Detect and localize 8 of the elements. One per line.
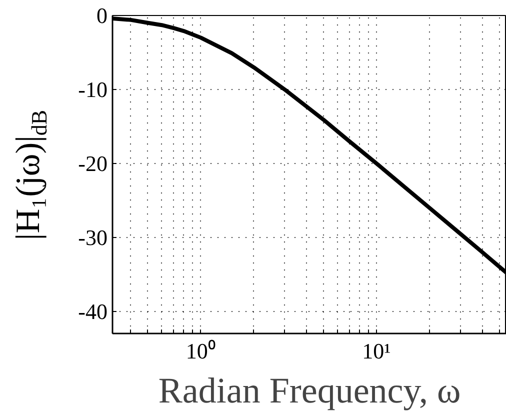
x-axis-title: Radian Frequency, ω bbox=[158, 370, 461, 410]
y-tick-label: -20 bbox=[78, 150, 108, 176]
y-tick-label: -40 bbox=[78, 298, 108, 324]
x-tick-label: 10¹ bbox=[362, 338, 391, 364]
y-tick-label: -10 bbox=[78, 76, 108, 102]
y-tick-label: 0 bbox=[96, 3, 108, 28]
y-tick-label: -30 bbox=[78, 224, 108, 250]
x-tick-label: 10⁰ bbox=[186, 338, 216, 364]
